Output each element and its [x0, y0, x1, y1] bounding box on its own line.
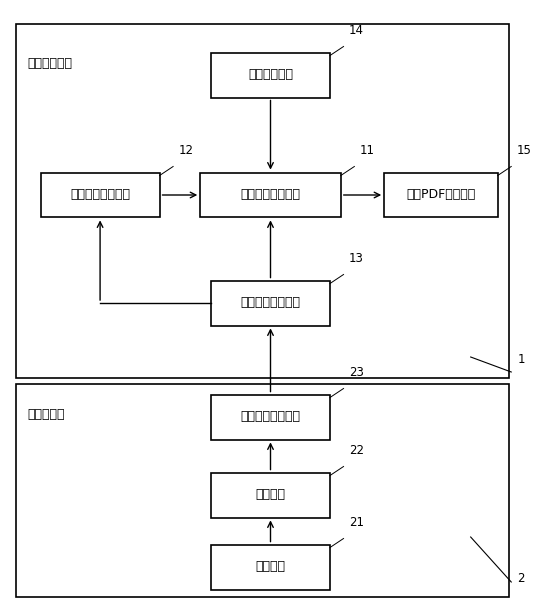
Text: 11: 11: [360, 145, 375, 157]
Text: 胎监条图生成模块: 胎监条图生成模块: [241, 188, 300, 202]
Text: 22: 22: [349, 445, 364, 457]
FancyBboxPatch shape: [211, 473, 330, 517]
Text: 纸张设置模块: 纸张设置模块: [248, 68, 293, 82]
FancyBboxPatch shape: [211, 52, 330, 97]
Text: 14: 14: [349, 25, 364, 37]
Text: 23: 23: [349, 367, 364, 379]
FancyBboxPatch shape: [41, 173, 160, 217]
FancyBboxPatch shape: [211, 395, 330, 439]
Text: 12: 12: [179, 145, 194, 157]
Text: 13: 13: [349, 253, 364, 265]
Text: 网络数据编码模块: 网络数据编码模块: [241, 410, 300, 424]
Text: 网络数据解码模块: 网络数据解码模块: [241, 296, 300, 310]
FancyBboxPatch shape: [384, 173, 498, 217]
Text: 1: 1: [517, 353, 525, 366]
Text: 趋势数据形成模块: 趋势数据形成模块: [70, 188, 130, 202]
Text: 计算模块: 计算模块: [255, 488, 286, 502]
Text: 生成PDF文件模块: 生成PDF文件模块: [406, 188, 476, 202]
FancyBboxPatch shape: [211, 545, 330, 589]
FancyBboxPatch shape: [211, 280, 330, 325]
Text: 中央处理单元: 中央处理单元: [27, 57, 72, 70]
Text: 胎儿监护仪: 胎儿监护仪: [27, 408, 64, 421]
Text: 采集模块: 采集模块: [255, 560, 286, 574]
Text: 15: 15: [517, 145, 531, 157]
Text: 2: 2: [517, 572, 525, 585]
Text: 21: 21: [349, 517, 364, 529]
FancyBboxPatch shape: [200, 173, 341, 217]
